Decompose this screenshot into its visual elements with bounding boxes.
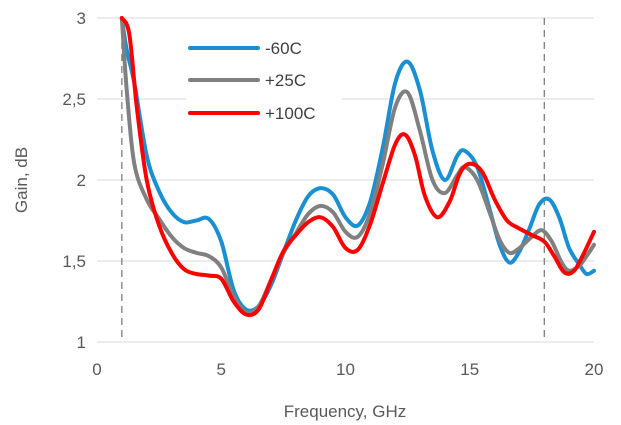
series-line-3	[119, 16, 596, 318]
y-tick-label: 2	[77, 171, 86, 190]
x-tick-label: 0	[92, 360, 101, 379]
x-tick-label: 15	[460, 360, 479, 379]
legend-label-series-2: +25C	[265, 71, 306, 90]
x-tick-label: 5	[217, 360, 226, 379]
x-tick-label: 10	[336, 360, 355, 379]
y-tick-label: 2,5	[62, 90, 86, 109]
y-axis-title: Gain, dB	[12, 147, 31, 213]
series-line-1	[119, 16, 596, 313]
y-tick-label: 3	[77, 9, 86, 28]
axis-layer: 1 1,5 2 2,5 3 0 5 10 15 20	[62, 9, 603, 379]
y-tick-label: 1	[77, 333, 86, 352]
marker-layer	[121, 18, 545, 342]
x-tick-label: 20	[585, 360, 604, 379]
x-axis-title: Frequency, GHz	[284, 402, 407, 421]
series-layer	[119, 16, 596, 318]
legend: -60C +25C +100C	[186, 34, 342, 130]
y-tick-label: 1,5	[62, 252, 86, 271]
legend-label-series-3: +100C	[265, 104, 316, 123]
legend-label-series-1: -60C	[265, 39, 302, 58]
grid-layer	[97, 17, 594, 262]
